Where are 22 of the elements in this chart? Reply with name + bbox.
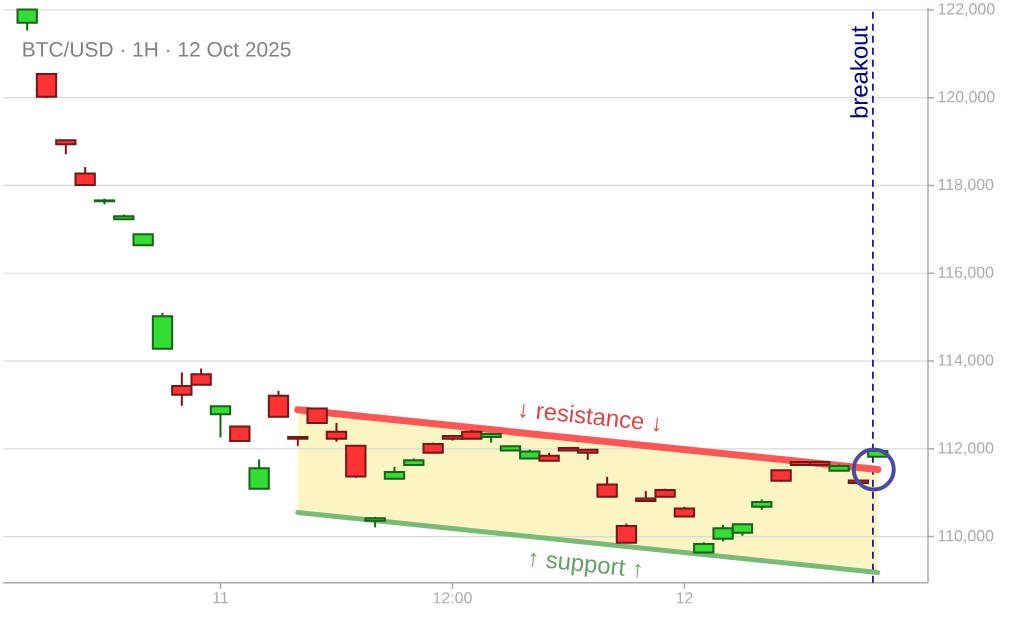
candlestick (16, 8, 38, 32)
candlestick (209, 405, 232, 439)
text: ↓ resistance ↓ (520, 404, 660, 432)
candlestick (248, 458, 270, 490)
text: BTC/USD · 1H · 12 Oct 2025 (23, 41, 291, 57)
y-tick-label: 118,000 (938, 179, 994, 193)
y-tick-label: 120,000 (938, 91, 995, 105)
ref-line-label: breakout (850, 26, 868, 118)
x-tick-label: 11 (213, 592, 228, 604)
y-tick-label: 114,000 (938, 354, 994, 368)
y-tick-label: 112,000 (938, 442, 994, 456)
candlestick (596, 476, 618, 499)
x-tick-label: 12:00 (433, 592, 472, 604)
candlestick (325, 422, 348, 443)
candlestick (615, 522, 638, 544)
x-tick-label: 12 (676, 592, 693, 604)
candlestick (35, 72, 58, 100)
text: ↑ support ↑ (530, 553, 641, 578)
y-tick-label: 110,000 (938, 530, 994, 544)
y-tick-label: 116,000 (938, 266, 994, 280)
candlestick (267, 390, 290, 418)
y-tick-label: 122,000 (938, 3, 995, 17)
